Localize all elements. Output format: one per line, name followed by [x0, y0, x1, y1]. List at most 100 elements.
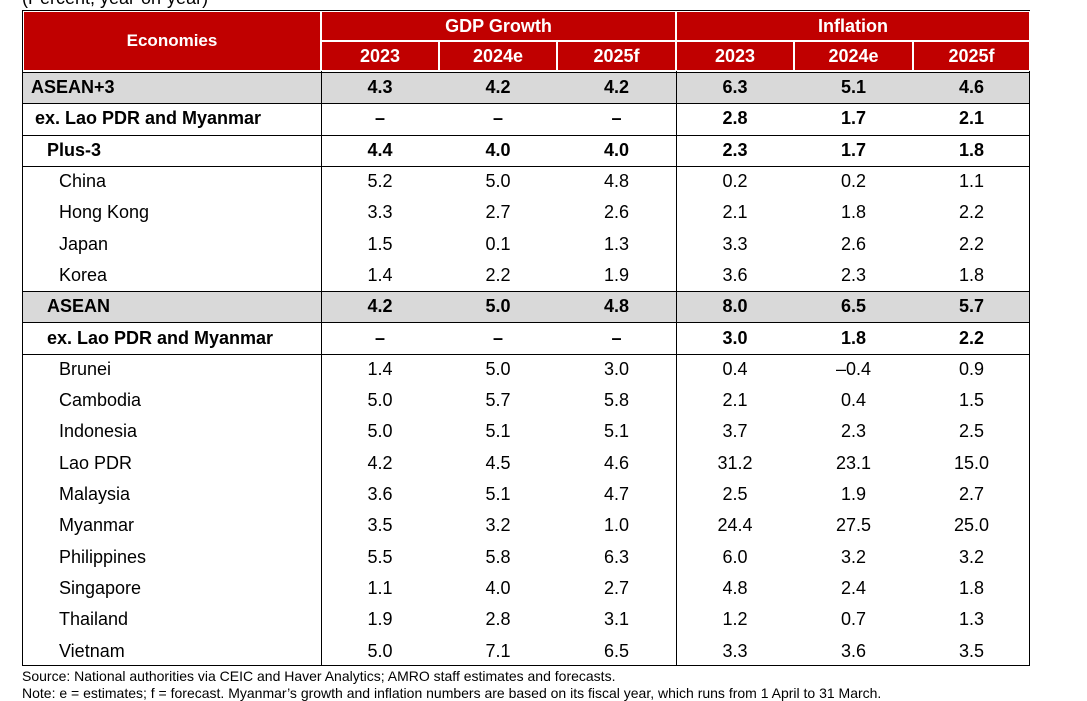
value-cell: 1.8: [958, 264, 985, 285]
value-cell: 15.0: [953, 452, 990, 473]
value-cell: 5.8: [603, 390, 630, 411]
value-cell: 5.1: [840, 77, 867, 98]
value-cell: 4.6: [603, 452, 630, 473]
value-cell: 4.8: [603, 296, 630, 317]
value-cell: 2.1: [958, 108, 985, 129]
source: Source: National authorities via CEIC an…: [22, 668, 616, 684]
value-cell: 4.2: [485, 77, 511, 98]
value-cell: 1.4: [367, 358, 393, 379]
value-cell: 2.5: [722, 484, 748, 505]
row: [23, 103, 1029, 134]
value-cell: 2.8: [722, 108, 748, 129]
value-cell: 24.4: [717, 515, 753, 536]
value-cell: 3.3: [367, 202, 393, 223]
value-cell: 1.3: [958, 609, 985, 630]
value-cell: 3.7: [722, 421, 748, 442]
row-label: ex. Lao PDR and Myanmar: [35, 108, 262, 129]
value-cell: 5.8: [485, 546, 511, 567]
value-cell: 2.3: [840, 264, 867, 285]
row-label: ASEAN+3: [31, 77, 115, 98]
value-cell: 1.1: [367, 577, 393, 598]
value-cell: 2.8: [485, 609, 511, 630]
value-cell: 31.2: [717, 452, 753, 473]
value-cell: 3.2: [958, 546, 985, 567]
value-cell: 2.7: [958, 484, 985, 505]
row: [23, 353, 1029, 385]
value-cell: 2.2: [485, 264, 511, 285]
value-cell: 5.7: [958, 296, 985, 317]
header-group: Inflation: [676, 11, 1030, 41]
value-cell: 2.5: [958, 421, 985, 442]
value-cell: 1.7: [840, 108, 867, 129]
value-cell: 3.1: [603, 609, 630, 630]
header-year: 2025f: [913, 41, 1030, 71]
row-label: Vietnam: [59, 640, 125, 661]
value-cell: 1.4: [367, 264, 393, 285]
value-cell: 0.2: [722, 171, 748, 192]
note: Note: e = estimates; f = forecast. Myanm…: [22, 685, 882, 701]
value-cell: 1.8: [958, 139, 985, 160]
value-cell: 5.0: [367, 421, 393, 442]
value-cell: 0.2: [840, 171, 867, 192]
value-cell: 3.6: [367, 484, 393, 505]
value-cell: 6.3: [603, 546, 630, 567]
value-cell: 3.2: [485, 515, 511, 536]
value-cell: 2.6: [840, 233, 867, 254]
value-cell: 8.0: [722, 296, 748, 317]
value-cell: 2.7: [603, 577, 630, 598]
value-cell: 3.6: [840, 640, 867, 661]
value-cell: 5.1: [485, 421, 511, 442]
row-label: Cambodia: [59, 390, 142, 411]
row-label: ex. Lao PDR and Myanmar: [47, 327, 274, 348]
value-cell: 5.0: [485, 296, 511, 317]
column-rule: [676, 71, 677, 666]
value-cell: 5.0: [367, 640, 393, 661]
value-cell: 4.2: [367, 296, 393, 317]
value-cell: 0.4: [840, 390, 867, 411]
value-cell: 1.8: [840, 202, 867, 223]
value-cell: 4.7: [603, 484, 630, 505]
row-label: Hong Kong: [59, 202, 150, 223]
value-cell: 1.0: [603, 515, 630, 536]
header-year: 2024e: [794, 41, 913, 71]
value-cell: 7.1: [485, 640, 511, 661]
value-cell: –: [611, 108, 622, 129]
value-cell: 5.5: [367, 546, 393, 567]
value-cell: 4.2: [603, 77, 630, 98]
value-cell: 27.5: [835, 515, 872, 536]
value-cell: 0.4: [722, 358, 748, 379]
row-label: Malaysia: [59, 484, 131, 505]
value-cell: 4.5: [485, 452, 511, 473]
row-label: Lao PDR: [59, 452, 133, 473]
value-cell: 2.1: [722, 202, 748, 223]
row: [23, 134, 1029, 166]
row-label: Japan: [59, 233, 109, 254]
value-cell: 2.2: [958, 202, 985, 223]
row: [23, 322, 1029, 353]
value-cell: –: [374, 108, 385, 129]
value-cell: 2.6: [603, 202, 630, 223]
value-cell: 5.7: [485, 390, 511, 411]
value-cell: 4.6: [958, 77, 985, 98]
row-label: Brunei: [59, 358, 112, 379]
row-label: Plus-3: [47, 139, 102, 160]
value-cell: 4.0: [485, 139, 511, 160]
value-cell: 3.3: [722, 640, 748, 661]
value-cell: 2.2: [958, 327, 985, 348]
value-cell: 5.0: [485, 171, 511, 192]
value-cell: 4.3: [367, 77, 393, 98]
value-cell: 4.4: [367, 139, 393, 160]
value-cell: 1.1: [958, 171, 985, 192]
header-year: 2025f: [557, 41, 676, 71]
row-label: Singapore: [59, 577, 142, 598]
value-cell: 1.2: [722, 609, 748, 630]
value-cell: 3.6: [722, 264, 748, 285]
value-cell: 5.1: [485, 484, 511, 505]
value-cell: 1.9: [603, 264, 630, 285]
value-cell: 3.3: [722, 233, 748, 254]
value-cell: 1.9: [840, 484, 867, 505]
header-group: GDP Growth: [321, 11, 676, 41]
value-cell: 6.5: [603, 640, 630, 661]
value-cell: 25.0: [953, 515, 990, 536]
